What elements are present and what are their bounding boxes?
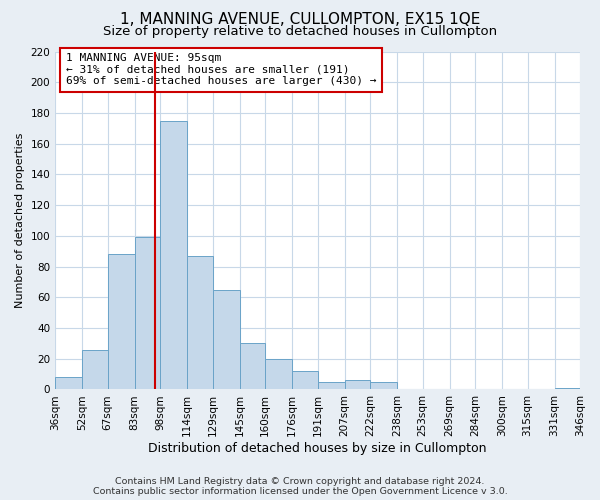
Bar	[240, 344, 265, 390]
X-axis label: Distribution of detached houses by size in Cullompton: Distribution of detached houses by size …	[148, 442, 487, 455]
Text: Contains HM Land Registry data © Crown copyright and database right 2024.
Contai: Contains HM Land Registry data © Crown c…	[92, 476, 508, 496]
Bar	[107, 254, 135, 390]
Bar	[160, 120, 187, 390]
Bar	[554, 388, 580, 390]
Bar	[135, 238, 160, 390]
Bar	[265, 358, 292, 390]
Bar	[187, 256, 212, 390]
Y-axis label: Number of detached properties: Number of detached properties	[15, 133, 25, 308]
Text: 1, MANNING AVENUE, CULLOMPTON, EX15 1QE: 1, MANNING AVENUE, CULLOMPTON, EX15 1QE	[120, 12, 480, 28]
Bar	[212, 290, 240, 390]
Bar	[344, 380, 370, 390]
Text: Size of property relative to detached houses in Cullompton: Size of property relative to detached ho…	[103, 25, 497, 38]
Bar	[55, 377, 82, 390]
Bar	[292, 371, 317, 390]
Text: 1 MANNING AVENUE: 95sqm
← 31% of detached houses are smaller (191)
69% of semi-d: 1 MANNING AVENUE: 95sqm ← 31% of detache…	[65, 53, 376, 86]
Bar	[317, 382, 344, 390]
Bar	[370, 382, 397, 390]
Bar	[82, 350, 107, 390]
